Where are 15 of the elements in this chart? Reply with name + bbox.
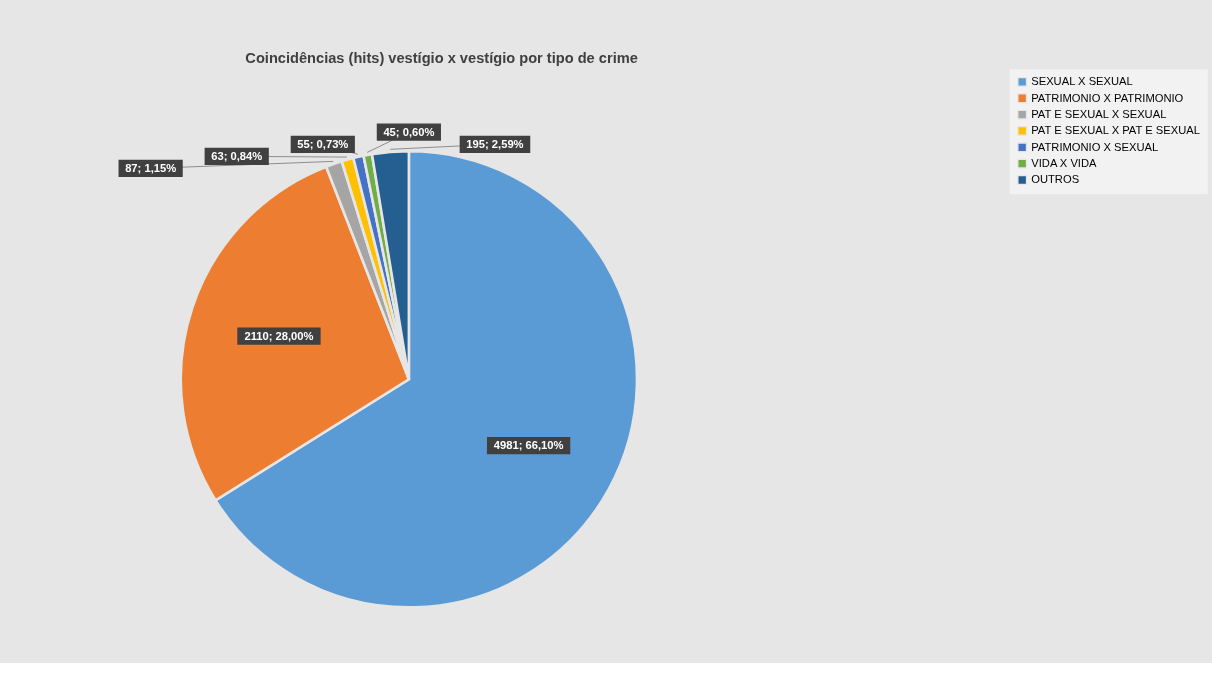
data-label: 55; 0,73% [297, 137, 349, 150]
data-label: 63; 0,84% [211, 149, 263, 162]
legend-label: VIDA X VIDA [1031, 157, 1098, 170]
data-label: 4981; 66,10% [493, 439, 564, 452]
data-label: 45; 0,60% [383, 125, 435, 138]
legend-label: PAT E SEXUAL X PAT E SEXUAL [1031, 124, 1200, 137]
data-label: 2110; 28,00% [244, 329, 314, 342]
legend-label: PAT E SEXUAL X SEXUAL [1031, 108, 1167, 121]
data-label: 87; 1,15% [125, 161, 177, 174]
legend-label: SEXUAL X SEXUAL [1031, 75, 1133, 88]
data-label: 195; 2,59% [466, 137, 524, 150]
legend-label: OUTROS [1031, 173, 1080, 186]
chart-title: Coincidências (hits) vestígio x vestígio por tipo de crime [245, 49, 638, 66]
legend-label: PATRIMONIO X PATRIMONIO [1031, 91, 1184, 104]
legend-label: PATRIMONIO X SEXUAL [1031, 140, 1159, 153]
